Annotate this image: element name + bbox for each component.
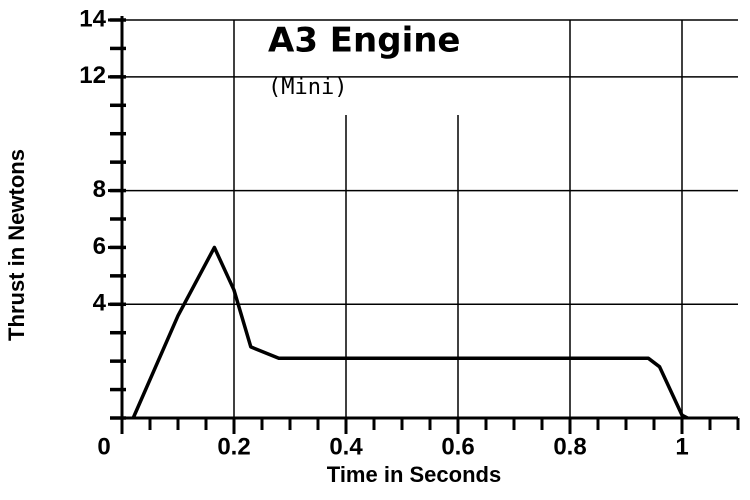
chart-subtitle: (Mini)	[268, 75, 347, 100]
x-tick-label: 0.6	[441, 433, 474, 460]
y-tick-label: 8	[93, 176, 106, 203]
y-tick-label: 12	[79, 62, 106, 89]
y-tick-label: 6	[93, 233, 106, 260]
x-tick-label: 0.4	[329, 433, 363, 460]
x-tick-label: 0	[97, 433, 110, 460]
x-tick-label: 1	[675, 433, 688, 460]
chart-title: A3 Engine	[268, 21, 461, 61]
x-axis-label: Time in Seconds	[327, 462, 501, 487]
y-tick-label: 14	[79, 5, 106, 32]
thrust-curve	[131, 245, 689, 420]
x-tick-label: 0.2	[217, 433, 250, 460]
y-axis-label: Thrust in Newtons	[4, 149, 29, 341]
x-tick-label: 0.8	[553, 433, 586, 460]
y-tick-label: 4	[93, 290, 107, 317]
